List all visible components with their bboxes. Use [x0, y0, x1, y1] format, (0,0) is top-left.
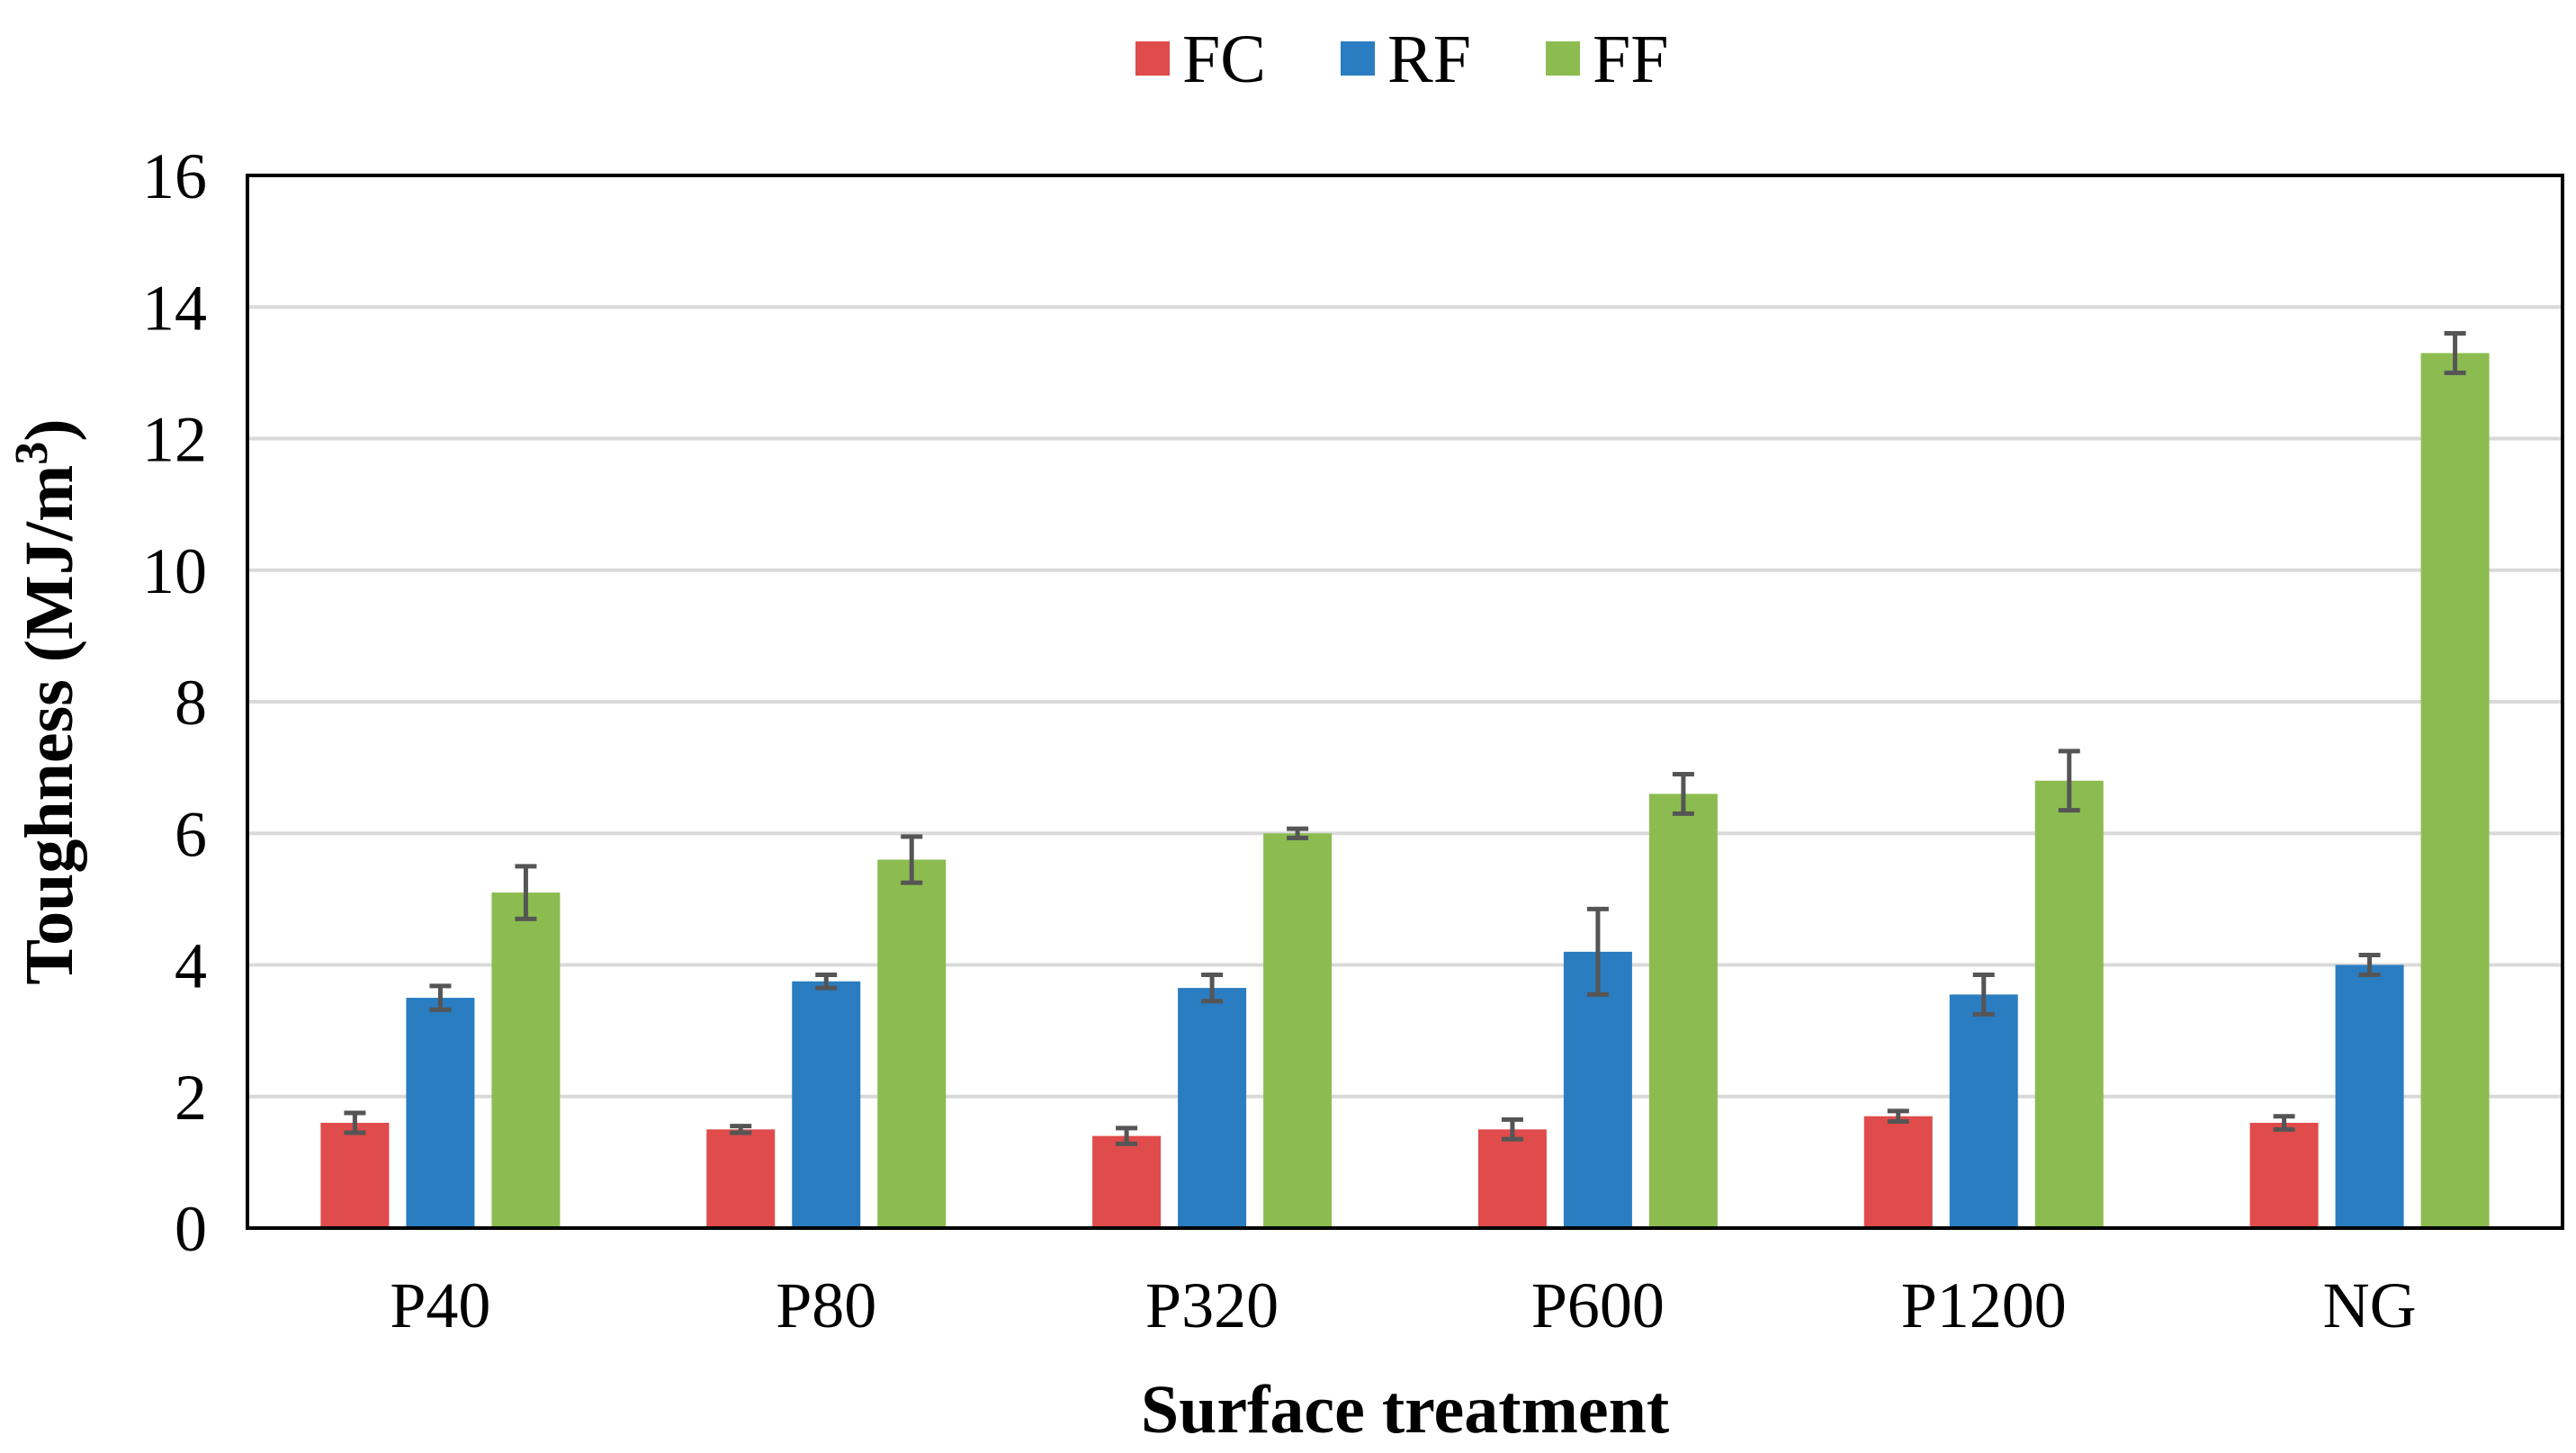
y-tick-label: 12	[142, 404, 207, 476]
legend-item-rf: RF	[1341, 22, 1471, 97]
error-bar-fc-p320	[1116, 1126, 1138, 1146]
x-tick-label: P40	[390, 1269, 490, 1341]
legend-swatch	[1341, 41, 1375, 76]
legend-swatch	[1546, 41, 1580, 76]
legend-label: RF	[1387, 22, 1471, 97]
y-tick-label: 6	[175, 798, 207, 870]
bar-rf-p1200	[1949, 994, 2018, 1228]
bar-fc-p320	[1092, 1135, 1162, 1228]
bar-ff-p320	[1263, 833, 1333, 1228]
error-bar-fc-p40	[344, 1110, 366, 1135]
y-tick-label: 10	[142, 535, 207, 607]
error-bar-fc-ng	[2273, 1114, 2295, 1132]
legend-item-fc: FC	[1135, 22, 1266, 97]
y-tick-label: 14	[142, 272, 207, 344]
x-tick-label: P1200	[1901, 1269, 2067, 1341]
legend: FC RF FF	[1135, 22, 1669, 97]
y-tick-label: 8	[175, 667, 207, 739]
bar-ff-p80	[877, 859, 947, 1228]
error-bar-fc-p600	[1501, 1117, 1523, 1142]
bar-rf-p40	[406, 998, 475, 1228]
error-bar-ff-p1200	[2058, 749, 2080, 813]
error-bar-fc-p80	[730, 1124, 752, 1135]
bar-rf-p600	[1563, 951, 1632, 1228]
error-bar-ff-p320	[1287, 826, 1309, 840]
bar-fc-p40	[320, 1123, 390, 1228]
bar-fc-p80	[706, 1129, 776, 1228]
y-tick-label: 0	[175, 1193, 207, 1265]
bar-rf-ng	[2335, 964, 2404, 1228]
error-bar-rf-p80	[815, 972, 838, 991]
y-axis-tick-labels: 0 2 4 6 8 10 12 14 16	[142, 140, 207, 1265]
y-tick-label: 2	[175, 1062, 207, 1134]
y-tick-label: 4	[175, 930, 207, 1002]
error-bar-rf-ng	[2358, 953, 2381, 977]
bar-fc-p1200	[1863, 1116, 1933, 1228]
error-bar-rf-p600	[1586, 906, 1609, 997]
x-tick-label: P80	[776, 1269, 876, 1341]
y-axis-title: Toughness (MJ/m3)	[6, 418, 88, 984]
bar-fc-ng	[2249, 1123, 2319, 1228]
bar-ff-p1200	[2034, 780, 2104, 1228]
bar-ff-ng	[2420, 353, 2490, 1228]
legend-label: FF	[1593, 22, 1669, 97]
error-bar-fc-p1200	[1887, 1108, 1909, 1125]
y-tick-label: 16	[142, 140, 207, 212]
plot-area-frame	[246, 174, 2564, 1230]
x-tick-label: P600	[1531, 1269, 1665, 1341]
legend-label: FC	[1182, 22, 1266, 97]
x-axis-title: Surface treatment	[1141, 1372, 1669, 1448]
error-bar-ff-ng	[2444, 331, 2466, 375]
bar-fc-p600	[1477, 1129, 1547, 1228]
error-bar-ff-p80	[901, 834, 923, 885]
error-bar-rf-p320	[1201, 972, 1224, 1004]
x-tick-label: P320	[1145, 1269, 1279, 1341]
y-axis-title-main: Toughness (MJ/m	[12, 465, 87, 985]
bar-rf-p320	[1178, 988, 1247, 1228]
bar-ff-p600	[1648, 794, 1718, 1228]
error-bar-rf-p1200	[1972, 972, 1995, 1017]
y-axis-title-end: )	[12, 418, 87, 441]
bars	[320, 353, 2490, 1228]
error-bar-ff-p40	[515, 864, 537, 921]
bar-rf-p80	[792, 981, 861, 1228]
bar-ff-p40	[491, 892, 561, 1228]
error-bars	[344, 331, 2466, 1146]
y-axis-title-superscript: 3	[6, 442, 58, 465]
x-axis-tick-labels: P40 P80 P320 P600 P1200 NG	[390, 1269, 2416, 1341]
error-bar-ff-p600	[1672, 771, 1694, 816]
error-bar-rf-p40	[429, 983, 452, 1012]
legend-item-ff: FF	[1546, 22, 1669, 97]
gridlines	[247, 305, 2563, 1099]
x-tick-label: NG	[2323, 1269, 2417, 1341]
legend-swatch	[1135, 41, 1170, 76]
